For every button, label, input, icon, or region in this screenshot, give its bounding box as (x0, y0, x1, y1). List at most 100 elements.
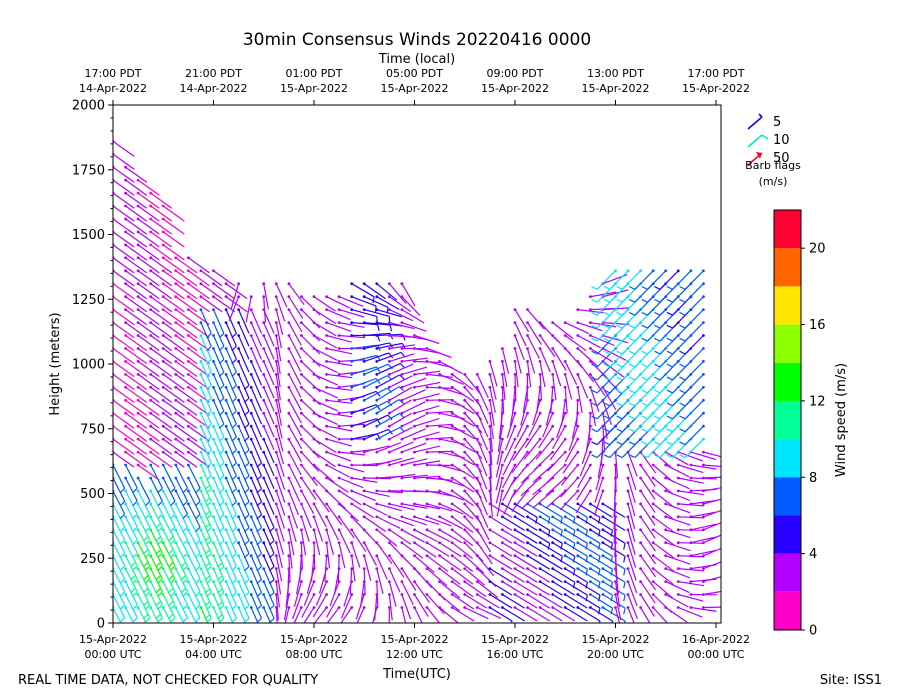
wind-barb-shaft (376, 529, 398, 547)
wind-barb-base (538, 373, 542, 376)
wind-barb-feather (623, 556, 626, 563)
x-tick-label-time: 20:00 UTC (587, 648, 644, 661)
wind-barb-shaft (313, 425, 338, 439)
wind-barb-feather (182, 591, 188, 597)
wind-barb-base (350, 437, 354, 441)
wind-barb-shaft (523, 438, 541, 460)
wind-barb-shaft (602, 426, 606, 453)
wind-barb-base (237, 476, 241, 480)
wind-barb-base (124, 334, 127, 337)
wind-barb-shaft (250, 400, 263, 425)
wind-barb-shaft (684, 360, 704, 381)
wind-barb-base (237, 424, 241, 428)
wind-barb-shaft (690, 464, 717, 470)
wind-barb-base (589, 308, 592, 311)
wind-barb-shaft (464, 581, 487, 598)
wind-barb-shaft (476, 581, 499, 599)
wind-barb-base (589, 463, 592, 467)
wind-barb-base (325, 321, 328, 324)
wind-barb-base (413, 373, 416, 376)
wind-barb-base (149, 256, 153, 260)
wind-barb-shaft (200, 309, 212, 334)
wind-barb-feather (218, 371, 225, 377)
wind-barb-shaft (137, 205, 160, 222)
wind-barb-base (702, 606, 705, 609)
wind-barb-base (651, 606, 655, 609)
wind-barb-base (262, 411, 266, 415)
wind-barb-shaft (263, 412, 275, 438)
wind-barb-base (551, 347, 555, 350)
wind-barb-base (149, 373, 153, 376)
wind-barb-base (312, 528, 316, 532)
wind-barb-shaft (326, 360, 353, 367)
wind-barb-feather (143, 587, 149, 594)
wind-barb-shaft (476, 387, 489, 412)
wind-barb-base (639, 567, 642, 570)
wind-barb-shaft (187, 568, 201, 593)
wind-barb-shaft (137, 451, 160, 468)
wind-barb-shaft (175, 425, 198, 442)
wind-barb-shaft (137, 581, 151, 606)
wind-barb-base (199, 567, 203, 570)
wind-barb-base (149, 398, 153, 402)
wind-barb-base (475, 541, 479, 545)
wind-barb-base (375, 295, 379, 299)
wind-barb-base (375, 411, 379, 415)
wind-barb-base (438, 373, 441, 376)
wind-barb-shaft (376, 342, 403, 350)
wind-barb-shaft (150, 607, 160, 623)
wind-barb-base (199, 580, 203, 583)
wind-barb-base (450, 580, 454, 583)
wind-barb-base (249, 398, 253, 402)
wind-barb-base (124, 191, 127, 195)
wind-barb-shaft (288, 503, 299, 529)
wind-barb-base (174, 334, 178, 337)
wind-barb-shaft (510, 477, 528, 499)
wind-barb-base (488, 554, 492, 558)
wind-barb-feather (157, 591, 163, 597)
wind-barb-base (161, 204, 165, 208)
wind-barb-base (124, 295, 127, 299)
wind-barb-base (375, 489, 379, 493)
wind-barb-base (651, 528, 655, 532)
wind-barb-base (362, 424, 366, 428)
wind-barb-base (199, 554, 203, 558)
wind-barb-shaft (150, 568, 163, 593)
wind-barb-base (513, 567, 517, 570)
wind-barb-shaft (263, 322, 275, 347)
wind-barb-shaft (665, 516, 691, 526)
wind-barb-feather (243, 384, 250, 390)
wind-barb-shaft (376, 555, 388, 580)
wind-barb-feather (182, 500, 188, 507)
wind-barb-base (300, 437, 303, 441)
wind-barb-shaft (363, 296, 389, 308)
wind-barb-shaft (238, 309, 250, 334)
wind-barb-base (375, 554, 379, 558)
wind-barb-base (174, 476, 178, 480)
wind-barb-base (174, 424, 178, 428)
wind-barb-shaft (363, 387, 388, 401)
wind-barb-base (350, 593, 354, 596)
wind-barb-base (626, 489, 630, 493)
wind-barb-feather (399, 412, 405, 419)
wind-barb-shaft (489, 568, 513, 583)
wind-barb-shaft (602, 555, 626, 570)
wind-barb-shaft (552, 374, 557, 401)
wind-barb-shaft (188, 270, 210, 287)
wind-barb-base (501, 373, 504, 376)
wind-barb-feather (204, 497, 211, 503)
wind-barb-base (124, 424, 127, 428)
wind-barb-feather (269, 553, 275, 559)
wind-barb-base (463, 424, 467, 428)
y-tick-label: 1500 (72, 228, 105, 243)
wind-barb-shaft (556, 413, 566, 438)
wind-barb-shaft (125, 581, 138, 606)
wind-barb-base (651, 489, 655, 493)
wind-barb-shaft (526, 322, 542, 345)
wind-barb-shaft (300, 529, 307, 556)
wind-barb-base (463, 528, 467, 532)
wind-barb-shaft (545, 490, 566, 509)
wind-barb-base (237, 295, 241, 299)
wind-barb-shaft (337, 555, 340, 582)
wind-barb-shaft (552, 606, 576, 622)
